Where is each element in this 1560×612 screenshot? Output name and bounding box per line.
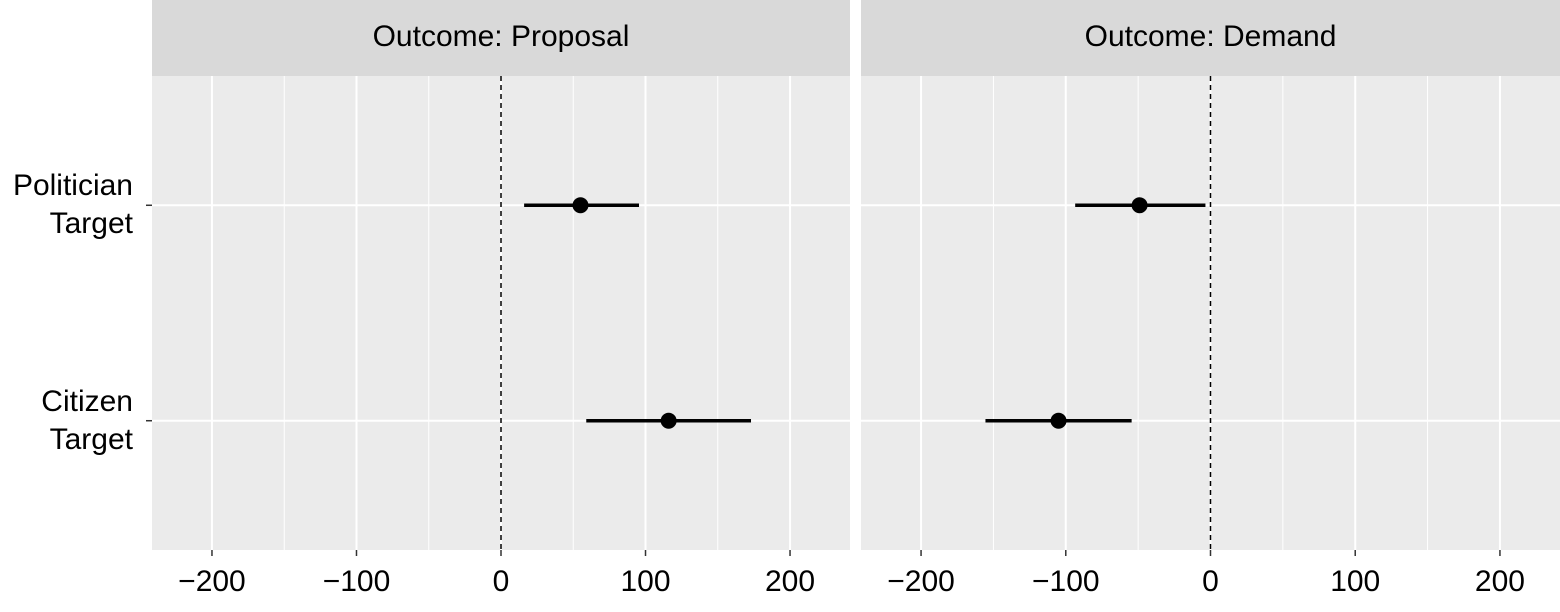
x-tick-label: 200: [765, 565, 815, 598]
strip: [861, 0, 1560, 76]
y-tick-label: Citizen Target: [41, 384, 133, 456]
strip: [152, 0, 850, 76]
x-tick-label: 200: [1475, 565, 1525, 598]
x-tick-label: 100: [620, 565, 670, 598]
point: [572, 197, 589, 214]
point: [660, 412, 677, 429]
x-tick-label: 0: [493, 565, 510, 598]
x-tick-label: 100: [1330, 565, 1380, 598]
x-tick-label: −200: [178, 565, 246, 598]
y-tick-label: Politician Target: [12, 169, 133, 241]
x-tick-label: −100: [323, 565, 391, 598]
point: [1050, 412, 1067, 429]
point: [1131, 197, 1148, 214]
panel-title: Outcome: Demand: [1085, 20, 1337, 53]
x-tick-label: −100: [1032, 565, 1100, 598]
panel-title: Outcome: Proposal: [373, 20, 630, 53]
x-tick-label: −200: [887, 565, 955, 598]
x-tick-label: 0: [1202, 565, 1219, 598]
